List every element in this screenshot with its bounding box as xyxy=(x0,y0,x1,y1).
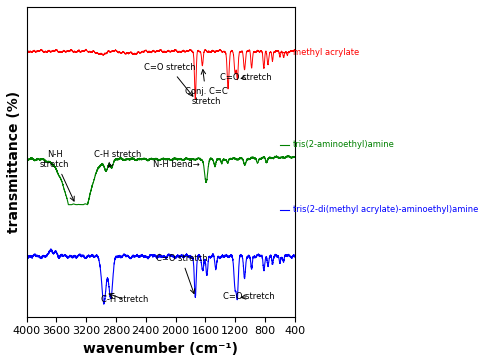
Text: C-H stretch: C-H stretch xyxy=(94,150,141,167)
Text: tris(2-di(methyl acrylate)-aminoethyl)amine: tris(2-di(methyl acrylate)-aminoethyl)am… xyxy=(292,205,478,215)
Text: C-H stretch: C-H stretch xyxy=(101,293,149,304)
Text: C=O stretch: C=O stretch xyxy=(223,292,274,301)
Y-axis label: transmittance (%): transmittance (%) xyxy=(7,91,21,233)
Text: C=O stretch: C=O stretch xyxy=(220,73,272,82)
Text: N-H
stretch: N-H stretch xyxy=(40,150,74,201)
Text: tris(2-aminoethyl)amine: tris(2-aminoethyl)amine xyxy=(292,140,394,150)
Text: methyl acrylate: methyl acrylate xyxy=(292,48,359,57)
Text: C=O stretch: C=O stretch xyxy=(144,63,196,96)
Text: C=O stretch: C=O stretch xyxy=(156,254,207,294)
X-axis label: wavenumber (cm⁻¹): wavenumber (cm⁻¹) xyxy=(83,342,238,356)
Text: Conj. C=C
stretch: Conj. C=C stretch xyxy=(185,70,227,106)
Text: N-H bend→: N-H bend→ xyxy=(153,160,200,169)
